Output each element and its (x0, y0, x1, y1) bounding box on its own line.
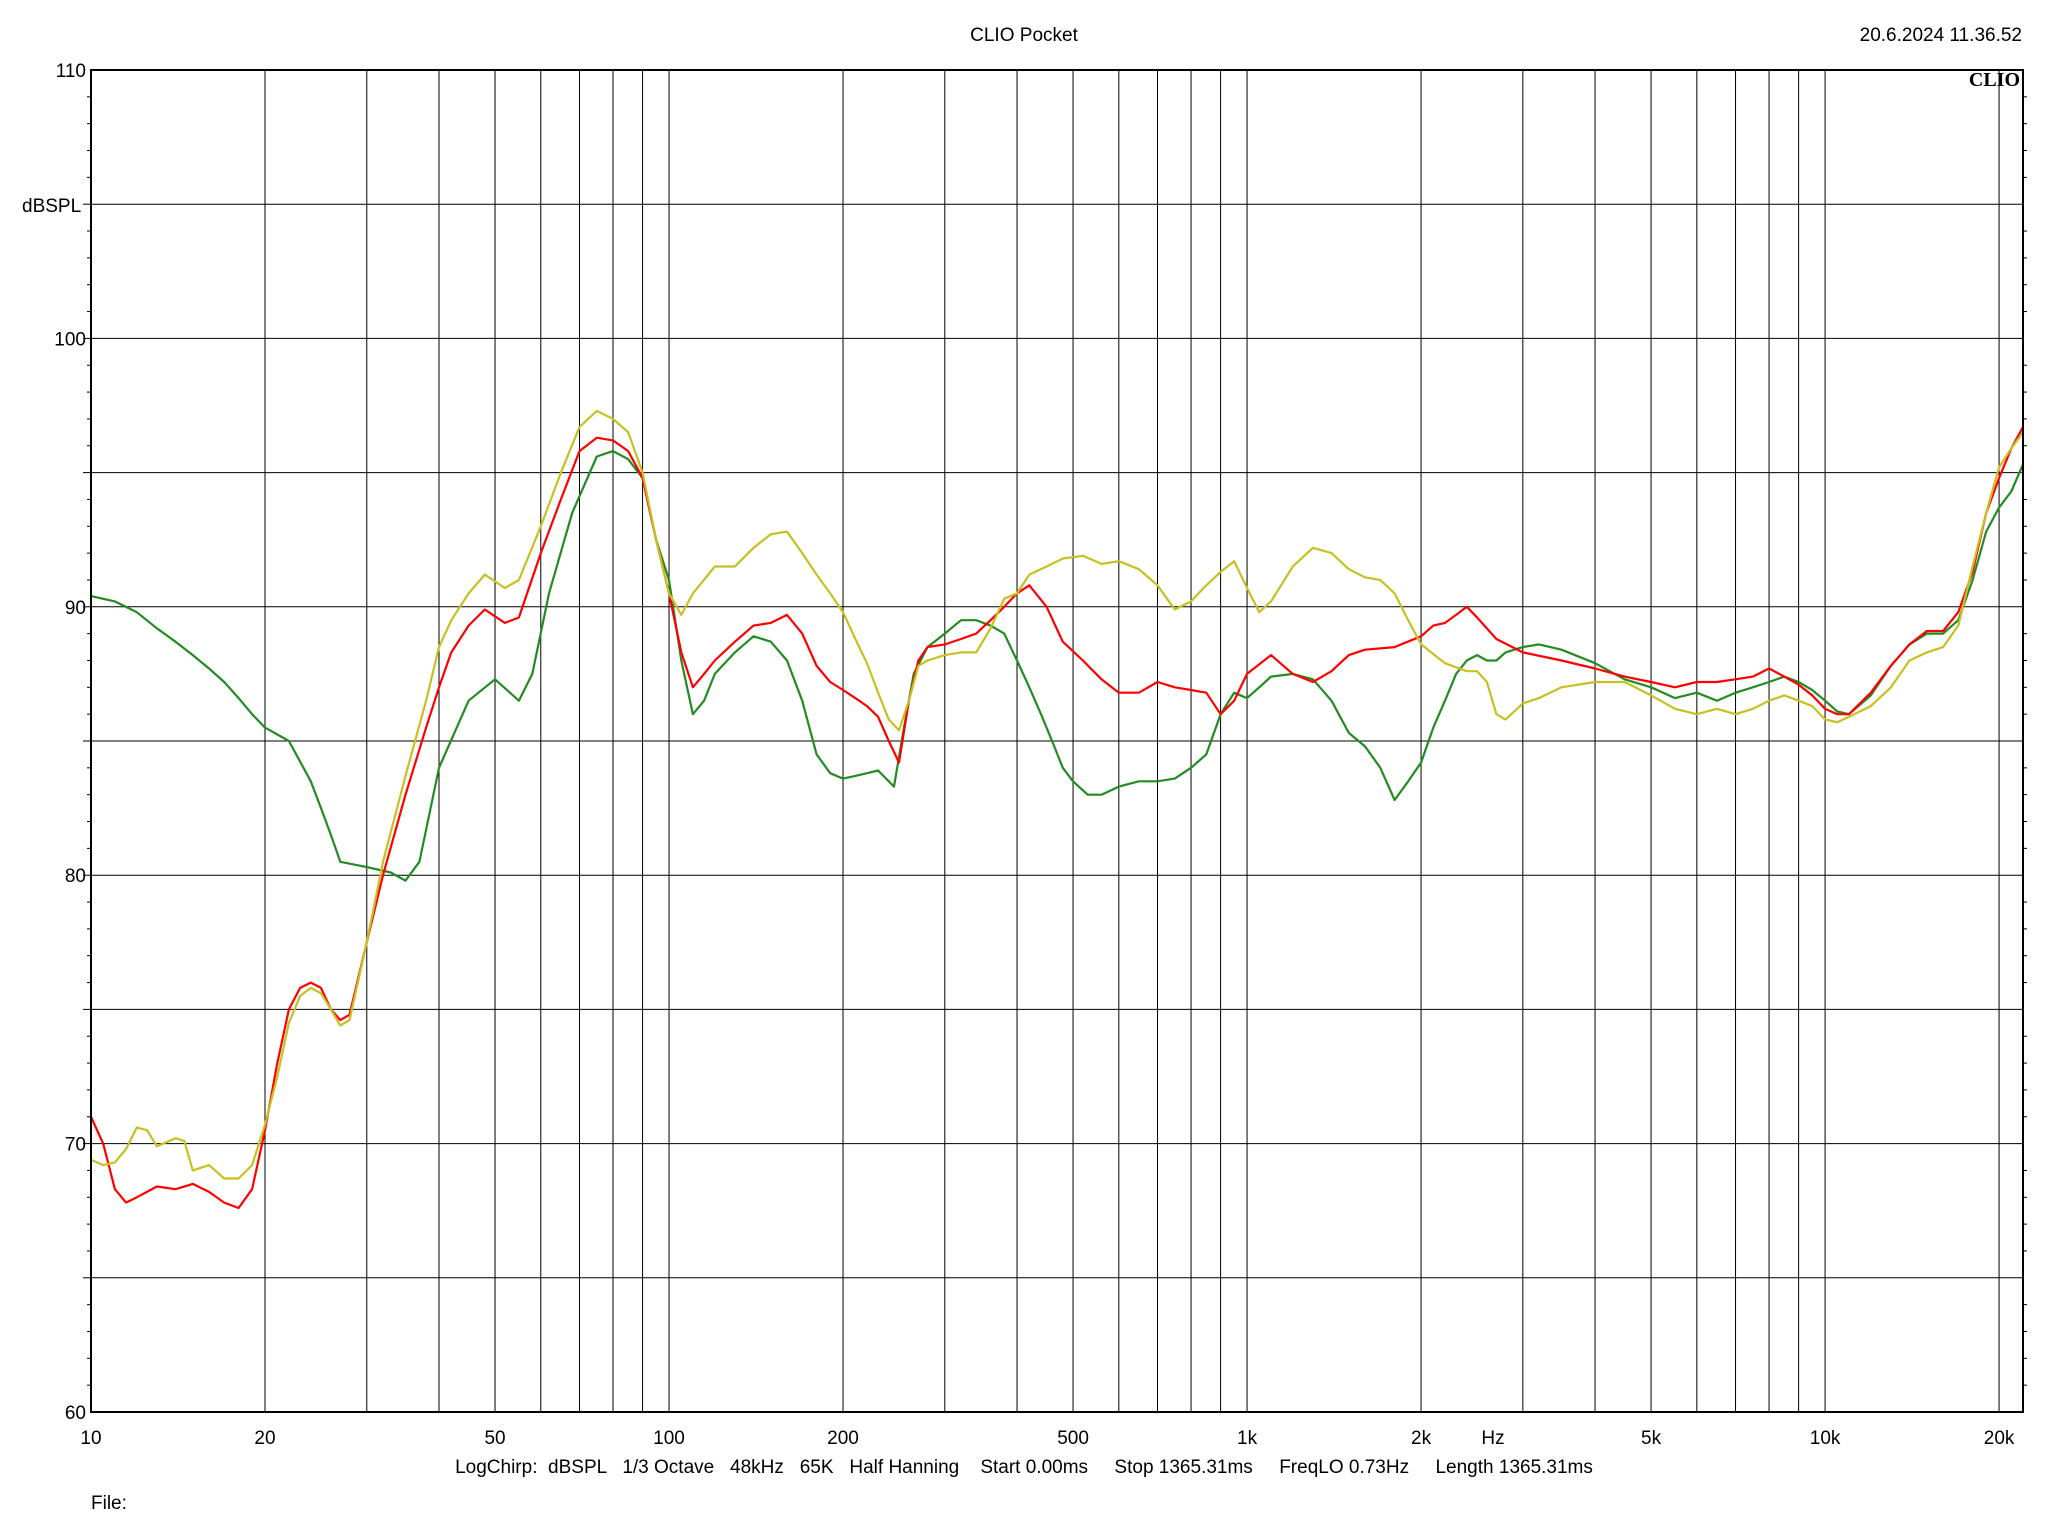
series-line (90, 450, 2025, 882)
x-tick-label: 50 (484, 1428, 505, 1449)
axis-ticks: 10 20 50 100 200 500 1k 2k 5k 10k 20k 110 100 90 80 70 6… (54, 61, 2015, 1449)
series-line (90, 409, 2024, 1180)
series-line (89, 426, 2024, 1210)
measurement-settings: LogChirp: dBSPL 1/3 Octave 48kHz 65K Hal… (455, 1457, 1593, 1478)
y-tick-label: 80 (65, 866, 86, 887)
x-tick-label: 100 (653, 1428, 685, 1449)
x-tick-label: 20 (254, 1428, 275, 1449)
file-label: File: (91, 1493, 127, 1514)
y-tick-label: 100 (54, 329, 86, 350)
x-tick-label: 1k (1237, 1428, 1258, 1449)
plot-grid (83, 70, 2027, 1412)
chart-title: CLIO Pocket (970, 25, 1078, 46)
plot-series (89, 409, 2025, 1210)
x-tick-label: 20k (1984, 1428, 2015, 1449)
x-tick-label: 200 (827, 1428, 859, 1449)
y-tick-label: 60 (65, 1403, 86, 1424)
y-tick-label: 70 (65, 1135, 86, 1156)
y-tick-label: 110 (56, 61, 86, 82)
x-tick-label: 10k (1810, 1428, 1841, 1449)
clio-logo: CLIO (1969, 69, 2020, 91)
y-axis-label: dBSPL (22, 196, 81, 217)
x-axis-label: Hz (1481, 1428, 1504, 1449)
plot-frame (90, 69, 2024, 1413)
x-tick-label: 500 (1057, 1428, 1089, 1449)
x-tick-label: 5k (1641, 1428, 1662, 1449)
timestamp: 20.6.2024 11.36.52 (1860, 25, 2022, 46)
x-tick-label: 2k (1411, 1428, 1432, 1449)
y-tick-label: 90 (65, 598, 86, 619)
x-tick-label: 10 (80, 1428, 101, 1449)
